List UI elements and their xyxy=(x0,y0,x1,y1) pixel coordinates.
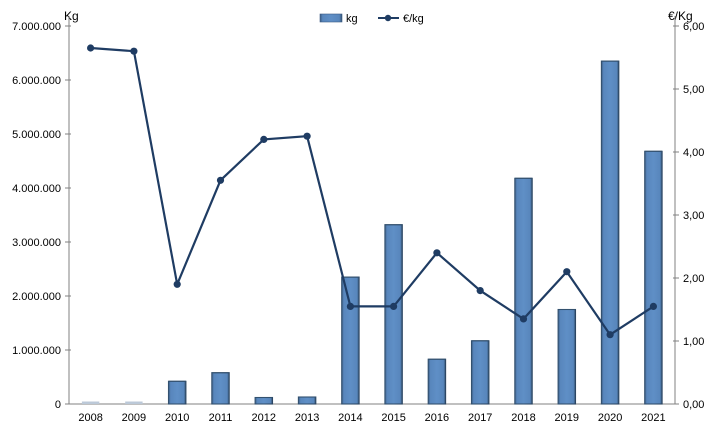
svg-text:0,00: 0,00 xyxy=(683,399,704,411)
svg-text:€/kg: €/kg xyxy=(403,13,424,25)
svg-text:2011: 2011 xyxy=(209,412,233,424)
svg-text:2019: 2019 xyxy=(555,412,579,424)
svg-text:0: 0 xyxy=(55,399,61,411)
svg-text:5,00: 5,00 xyxy=(683,84,704,96)
svg-text:2013: 2013 xyxy=(295,412,319,424)
svg-text:2,00: 2,00 xyxy=(683,273,704,285)
svg-text:2012: 2012 xyxy=(252,412,276,424)
svg-text:2010: 2010 xyxy=(165,412,189,424)
svg-text:4,00: 4,00 xyxy=(683,147,704,159)
svg-text:1.000.000: 1.000.000 xyxy=(12,345,61,357)
svg-text:2016: 2016 xyxy=(425,412,449,424)
svg-text:1,00: 1,00 xyxy=(683,336,704,348)
svg-text:6,00: 6,00 xyxy=(683,21,704,33)
svg-text:2021: 2021 xyxy=(641,412,665,424)
svg-text:2.000.000: 2.000.000 xyxy=(12,291,61,303)
svg-text:2008: 2008 xyxy=(78,412,102,424)
svg-text:3,00: 3,00 xyxy=(683,210,704,222)
svg-text:2018: 2018 xyxy=(511,412,535,424)
svg-text:3.000.000: 3.000.000 xyxy=(12,237,61,249)
svg-text:kg: kg xyxy=(346,13,358,25)
svg-text:Kg: Kg xyxy=(64,9,79,23)
svg-text:2009: 2009 xyxy=(122,412,146,424)
svg-text:2014: 2014 xyxy=(338,412,362,424)
svg-text:2020: 2020 xyxy=(598,412,622,424)
svg-text:2015: 2015 xyxy=(381,412,405,424)
svg-text:2017: 2017 xyxy=(468,412,492,424)
svg-text:6.000.000: 6.000.000 xyxy=(12,75,61,87)
svg-text:7.000.000: 7.000.000 xyxy=(12,21,61,33)
svg-text:4.000.000: 4.000.000 xyxy=(12,183,61,195)
svg-text:5.000.000: 5.000.000 xyxy=(12,129,61,141)
